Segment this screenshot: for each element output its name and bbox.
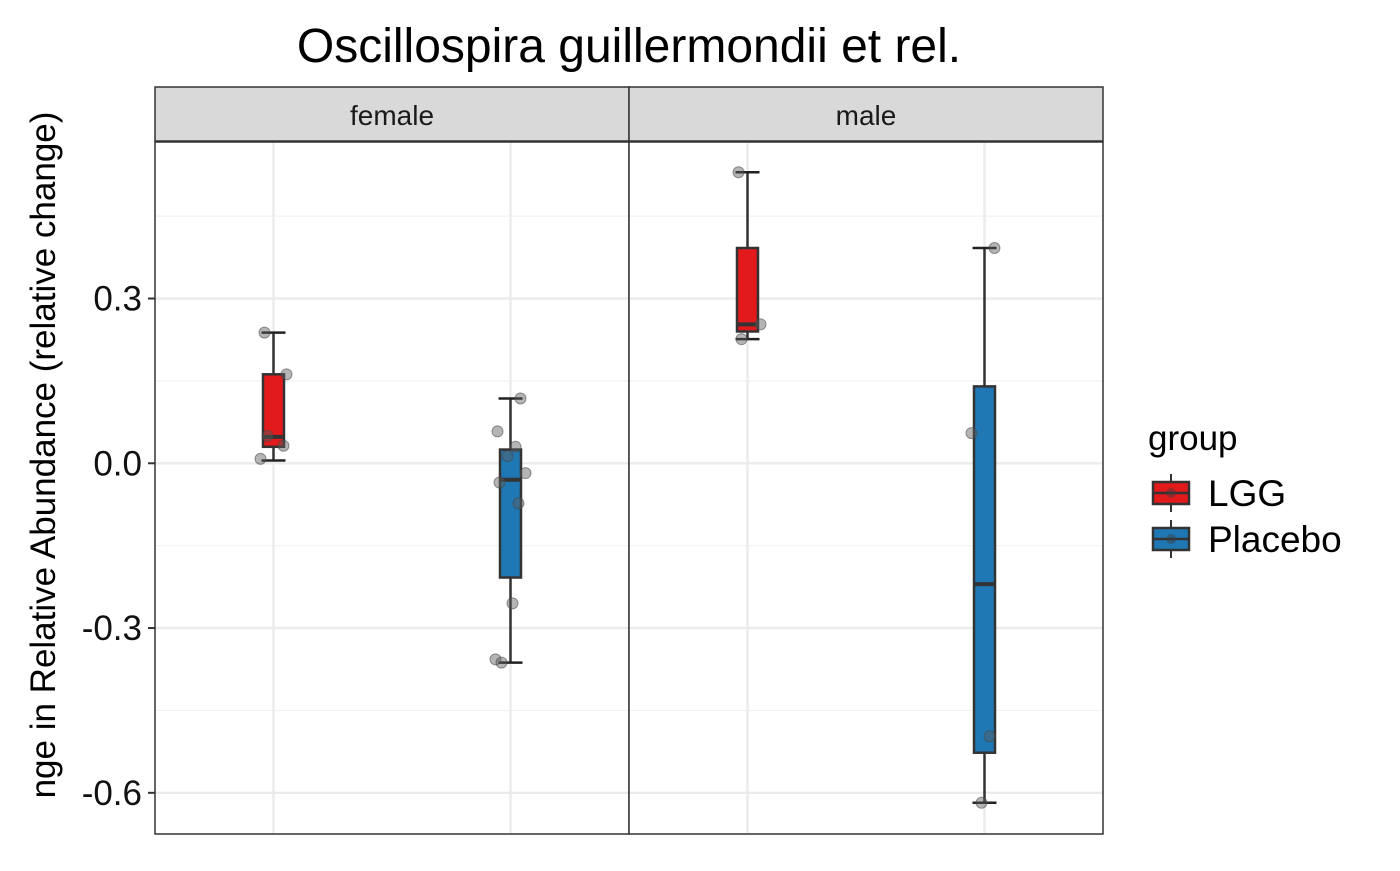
legend-label: Placebo [1208,519,1342,560]
facet-strip-label: female [350,100,434,131]
data-point [965,427,978,440]
data-point [491,425,504,438]
facet-strip [154,86,630,142]
data-point [735,333,748,346]
data-point [493,476,506,489]
facet-panels: female male [154,86,1104,835]
facet-panel-female: female [154,86,630,835]
y-axis-label: nge in Relative Abundance (relative chan… [24,112,63,799]
box-iqr [972,385,997,754]
y-tick-label: 0.3 [93,280,142,319]
data-point [514,392,527,405]
data-point [280,368,293,381]
legend: group LGG Placebo [1148,419,1342,560]
y-tick-label: 0.0 [93,444,142,483]
facet-panel-male: male [628,86,1104,835]
data-point [988,241,1001,254]
data-point [277,439,290,452]
legend-key-point [1166,534,1176,544]
y-tick-label: -0.6 [82,774,142,813]
panel-background [155,142,629,834]
box-iqr [735,246,760,333]
data-point [261,429,274,442]
box-iqr [261,373,286,449]
data-point [975,796,988,809]
data-point [506,597,519,610]
legend-key-point [1166,488,1176,498]
data-point [254,452,267,465]
legend-entry-LGG: LGG [1151,473,1286,514]
data-point [509,440,522,453]
data-point [512,497,525,510]
y-axis: 0.3 0.0 -0.3 -0.6 [82,280,155,813]
data-point [495,656,508,669]
legend-title: group [1148,419,1238,458]
legend-entry-Placebo: Placebo [1151,519,1342,560]
data-point [754,318,767,331]
facet-strip [628,86,1104,142]
data-point [501,450,514,463]
data-point [258,326,271,339]
data-point [732,166,745,179]
box-Placebo [965,241,1001,809]
panel-border [628,141,1104,835]
data-point [983,730,996,743]
legend-label: LGG [1208,473,1286,514]
box-Placebo [489,392,532,669]
data-point [489,653,502,666]
data-point [519,467,532,480]
box-LGG [254,326,293,465]
box-iqr [498,448,523,579]
panel-background [629,142,1103,834]
chart-title: Oscillospira guillermondii et rel. [297,20,961,73]
box-LGG [732,166,767,346]
facet-strip-label: male [836,100,897,131]
y-tick-label: -0.3 [82,609,142,648]
